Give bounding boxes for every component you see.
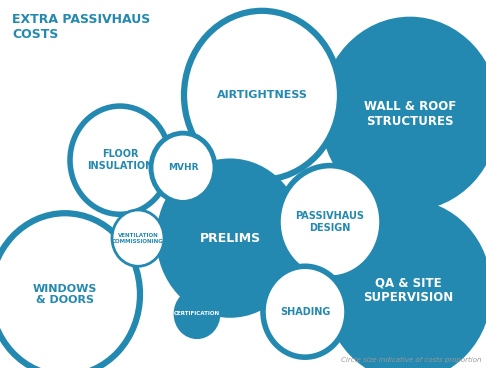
Circle shape — [184, 11, 340, 180]
Circle shape — [175, 290, 219, 338]
Circle shape — [151, 133, 215, 202]
Circle shape — [322, 18, 486, 209]
Circle shape — [326, 201, 486, 368]
Text: FLOOR
INSULATION: FLOOR INSULATION — [87, 149, 153, 171]
Circle shape — [263, 266, 347, 357]
Text: WALL & ROOF
STRUCTURES: WALL & ROOF STRUCTURES — [364, 100, 456, 128]
Circle shape — [70, 106, 170, 214]
Text: Circle size indicative of costs proportion: Circle size indicative of costs proporti… — [341, 357, 481, 362]
Text: PASSIVHAUS
DESIGN: PASSIVHAUS DESIGN — [295, 211, 364, 233]
Text: VENTILATION
COMMISSIONING: VENTILATION COMMISSIONING — [112, 233, 164, 244]
Circle shape — [278, 166, 382, 278]
Text: QA & SITE
SUPERVISION: QA & SITE SUPERVISION — [363, 276, 453, 304]
Text: SHADING: SHADING — [280, 307, 330, 317]
Text: AIRTIGHTNESS: AIRTIGHTNESS — [217, 90, 308, 100]
Circle shape — [0, 213, 140, 368]
Circle shape — [158, 160, 302, 316]
Text: CERTIFICATION: CERTIFICATION — [174, 311, 220, 316]
Text: EXTRA PASSIVHAUS
COSTS: EXTRA PASSIVHAUS COSTS — [12, 13, 150, 41]
Circle shape — [112, 210, 164, 266]
Text: MVHR: MVHR — [168, 163, 198, 172]
Text: WINDOWS
& DOORS: WINDOWS & DOORS — [33, 284, 97, 305]
Text: PRELIMS: PRELIMS — [199, 231, 260, 245]
